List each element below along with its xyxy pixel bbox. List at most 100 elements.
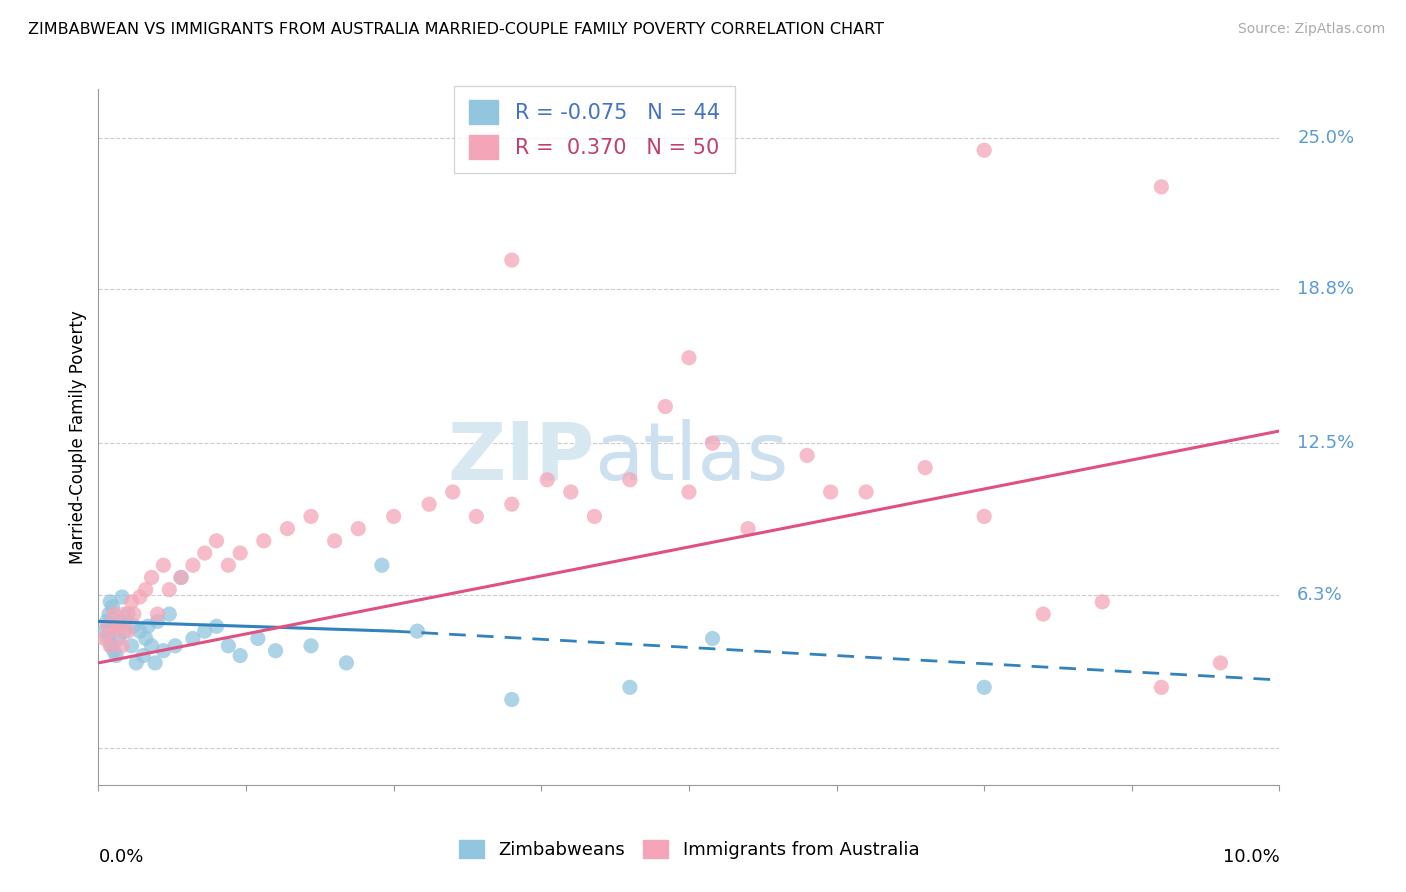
Text: atlas: atlas [595,419,789,497]
Point [121,639,143,653]
Point [973,509,995,524]
Point [619,473,641,487]
Point [152,643,174,657]
Point [796,449,818,463]
Point [264,643,287,657]
Point [170,570,193,584]
Text: 25.0%: 25.0% [1298,129,1354,147]
Point [157,607,180,621]
Point [165,639,187,653]
Point [117,607,139,621]
Point [246,632,269,646]
Point [371,558,394,573]
Point [347,522,370,536]
Point [112,607,135,621]
Point [132,648,155,663]
Point [108,615,131,629]
Point [125,656,148,670]
Point [103,607,125,621]
Point [135,632,157,646]
Point [111,639,134,653]
Point [406,624,429,639]
Point [654,400,676,414]
Point [1150,681,1173,695]
Point [501,497,523,511]
Point [121,595,143,609]
Point [96,615,118,629]
Point [1091,595,1114,609]
Point [97,619,120,633]
Point [441,485,464,500]
Point [128,624,150,639]
Point [170,570,193,584]
Point [229,546,252,560]
Text: ZIMBABWEAN VS IMMIGRANTS FROM AUSTRALIA MARRIED-COUPLE FAMILY POVERTY CORRELATIO: ZIMBABWEAN VS IMMIGRANTS FROM AUSTRALIA … [28,22,884,37]
Point [143,656,166,670]
Point [194,624,217,639]
Point [112,624,135,639]
Text: 10.0%: 10.0% [1223,847,1279,865]
Point [299,639,322,653]
Point [104,619,127,633]
Point [217,639,239,653]
Point [100,639,122,653]
Text: 12.5%: 12.5% [1298,434,1354,452]
Point [135,582,157,597]
Point [1150,179,1173,194]
Point [702,436,724,450]
Point [973,681,995,695]
Point [157,582,180,597]
Point [299,509,322,524]
Point [181,632,204,646]
Point [111,590,134,604]
Point [122,619,145,633]
Point [93,632,115,646]
Point [619,681,641,695]
Point [136,619,159,633]
Text: ZIP: ZIP [447,419,595,497]
Y-axis label: Married-Couple Family Poverty: Married-Couple Family Poverty [69,310,87,564]
Point [107,632,129,646]
Point [501,253,523,268]
Point [973,143,995,157]
Point [146,607,169,621]
Point [122,607,145,621]
Point [194,546,217,560]
Point [93,624,115,639]
Point [205,619,228,633]
Point [536,473,558,487]
Text: 6.3%: 6.3% [1298,585,1343,604]
Point [702,632,724,646]
Point [501,692,523,706]
Point [117,624,139,639]
Point [737,522,759,536]
Point [335,656,357,670]
Point [820,485,842,500]
Point [678,485,700,500]
Point [98,607,121,621]
Point [583,509,606,524]
Point [146,615,169,629]
Point [914,460,936,475]
Point [98,595,121,609]
Point [229,648,252,663]
Point [152,558,174,573]
Point [1032,607,1054,621]
Point [276,522,298,536]
Point [97,632,120,646]
Point [678,351,700,365]
Point [217,558,239,573]
Point [418,497,440,511]
Point [141,639,163,653]
Point [382,509,405,524]
Point [181,558,204,573]
Point [101,599,124,614]
Point [253,533,276,548]
Point [465,509,488,524]
Point [108,619,131,633]
Point [105,648,128,663]
Point [103,643,125,657]
Text: Source: ZipAtlas.com: Source: ZipAtlas.com [1237,22,1385,37]
Point [855,485,877,500]
Point [323,533,346,548]
